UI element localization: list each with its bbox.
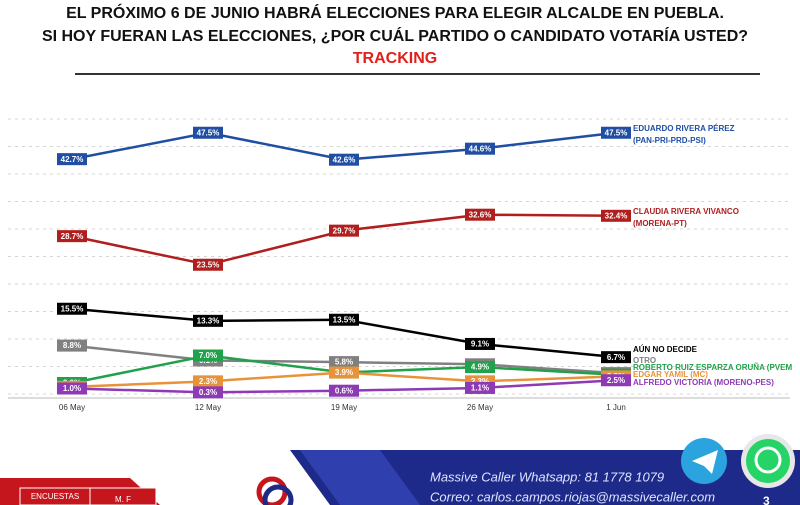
value-label: 47.5% [605,128,628,137]
value-label-box [329,153,359,166]
value-label-box [193,314,223,327]
legend-label: AÚN NO DECIDE [633,345,698,354]
value-label: 5.8% [335,358,353,367]
legend-label: CLAUDIA RIVERA VIVANCO [633,207,739,216]
value-label: 3.9% [335,368,353,377]
value-label: 42.7% [61,155,84,164]
value-label-box [601,374,631,387]
whatsapp-glyph [754,446,782,474]
value-label: 28.7% [61,232,84,241]
x-tick-label: 26 May [467,403,493,412]
value-label-box [465,337,495,350]
value-label-box [465,361,495,374]
footer: ENCUESTAS M. F Massive Caller Whatsapp: … [0,434,800,505]
value-label-box [57,339,87,352]
series-line [71,213,617,267]
tab [89,487,157,505]
value-label-box [601,351,631,364]
value-label: 42.6% [333,155,356,164]
value-label-box [57,230,87,243]
whatsapp-text: Massive Caller Whatsapp: 81 1778 1079 [430,469,664,484]
footer-stripe [300,450,420,505]
title-line: EL PRÓXIMO 6 DE JUNIO HABRÁ ELECCIONES P… [66,3,724,22]
legend-label: OTRO [633,356,656,365]
title-line: SI HOY FUERAN LAS ELECCIONES, ¿POR CUÁL … [42,26,748,45]
whatsapp-icon[interactable] [746,439,790,483]
footer-band [290,450,800,505]
value-label: 23.5% [197,260,220,269]
value-label-box [329,313,359,326]
value-label: 0.3% [199,388,217,397]
value-label-box [57,382,87,395]
value-label-box [57,153,87,166]
page-number: 3 [763,494,770,505]
subtitle: TRACKING [353,50,437,67]
value-label-box [329,356,359,369]
value-label: 15.5% [61,304,84,313]
legend-label: (MORENA-PT) [633,219,687,228]
value-label: 2.5% [607,376,625,385]
email-text: Correo: carlos.campos.riojas@massivecall… [430,489,715,504]
value-label: 9.1% [471,340,489,349]
tab-label: M. F [115,495,131,504]
plot: 06 May 12 May 19 May 26 May 1 Jun 42.7% 47.5% 4… [8,118,792,412]
value-label-box [193,386,223,399]
value-label-box [193,375,223,388]
value-label: 13.5% [333,315,356,324]
value-label-box [329,224,359,237]
legend-label: EDUARDO RIVERA PÉREZ [633,124,735,133]
legend-label: ALFREDO VICTORIA (MORENO-PES) [633,378,774,387]
value-label-box [193,258,223,271]
value-label: 7.0% [199,351,217,360]
value-label-box [465,142,495,155]
value-label-box [329,384,359,397]
x-tick-label: 12 May [195,403,221,412]
x-tick-label: 19 May [331,403,357,412]
value-label: 29.7% [333,226,356,235]
value-label: 32.4% [605,211,628,220]
value-label: 44.6% [469,144,492,153]
value-label: 1.1% [471,384,489,393]
value-label: 32.6% [469,210,492,219]
legend-label: ROBERTO RUIZ ESPARZA ORUÑA (PVEM [633,363,792,372]
value-label: 2.3% [471,377,489,386]
value-label-box [465,381,495,394]
value-label-box [465,208,495,221]
telegram-glyph [692,450,718,474]
value-label: 13.3% [197,316,220,325]
legend-label: (PAN-PRI-PRD-PSI) [633,136,706,145]
value-label: 47.5% [197,128,220,137]
value-label-box [193,349,223,362]
x-tick-label: 06 May [59,403,85,412]
value-label-box [601,126,631,139]
value-label-box [57,302,87,315]
value-label-box [329,366,359,379]
value-label: 1.0% [63,384,81,393]
value-label-box [193,126,223,139]
value-label-box [601,209,631,222]
value-label: 8.8% [63,341,81,350]
legend-label: EDGAR YAMIL (MC) [633,370,708,379]
value-label: 6.7% [607,353,625,362]
logo [262,484,294,505]
x-tick-label: 1 Jun [606,403,626,412]
value-label: 2.3% [199,377,217,386]
value-label: 4.9% [471,363,489,372]
value-label: 0.6% [335,386,353,395]
tab-label: ENCUESTAS [31,492,79,501]
